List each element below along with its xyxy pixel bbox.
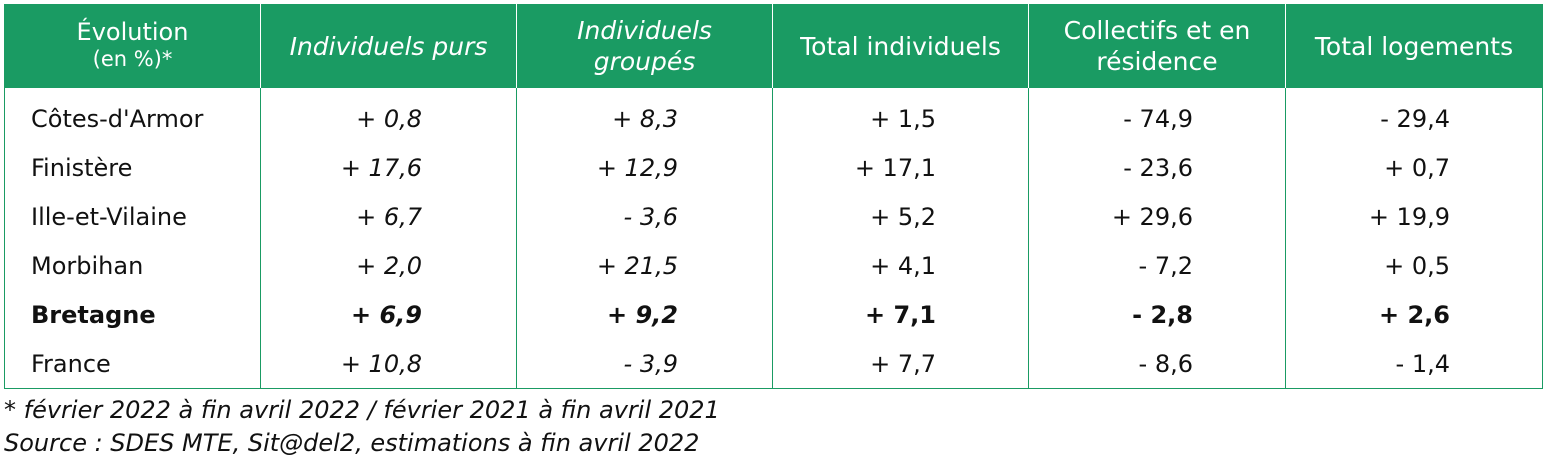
cell-individuels-groupes: + 8,3 [516, 88, 773, 143]
header-row: Évolution (en %)* Individuels purs Indiv… [4, 4, 1543, 88]
cell-collectifs: - 2,8 [1028, 290, 1286, 339]
housing-evolution-table: Évolution (en %)* Individuels purs Indiv… [4, 4, 1543, 389]
header-collectifs-line2: résidence [1096, 47, 1218, 76]
cell-individuels-groupes: - 3,9 [516, 339, 773, 389]
header-total-logements: Total logements [1285, 4, 1543, 88]
cell-total-logements: - 29,4 [1285, 88, 1543, 143]
header-individuels-purs: Individuels purs [260, 4, 517, 88]
header-individuels-groupes: Individuels groupés [516, 4, 773, 88]
cell-total-individuels: + 1,5 [772, 88, 1029, 143]
cell-total-individuels: + 17,1 [772, 143, 1029, 192]
cell-collectifs: - 7,2 [1028, 241, 1286, 290]
row-label: Côtes-d'Armor [4, 88, 261, 143]
cell-individuels-purs: + 0,8 [260, 88, 517, 143]
header-total-individuels: Total individuels [772, 4, 1029, 88]
header-evolution-title: Évolution [76, 18, 189, 46]
cell-individuels-purs: + 2,0 [260, 241, 517, 290]
cell-total-logements: + 0,5 [1285, 241, 1543, 290]
cell-individuels-groupes: - 3,6 [516, 192, 773, 241]
cell-collectifs: - 23,6 [1028, 143, 1286, 192]
header-collectifs-line1: Collectifs et en [1063, 16, 1251, 45]
source-note: Source : SDES MTE, Sit@del2, estimations… [4, 429, 700, 457]
cell-individuels-groupes: + 21,5 [516, 241, 773, 290]
table-row: Finistère + 17,6 + 12,9 + 17,1 - 23,6 + … [4, 143, 1543, 192]
cell-total-logements: - 1,4 [1285, 339, 1543, 389]
table-row-total-bretagne: Bretagne + 6,9 + 9,2 + 7,1 - 2,8 + 2,6 [4, 290, 1543, 339]
cell-individuels-groupes: + 9,2 [516, 290, 773, 339]
cell-total-logements: + 19,9 [1285, 192, 1543, 241]
header-evolution: Évolution (en %)* [4, 4, 261, 88]
table-row: Ille-et-Vilaine + 6,7 - 3,6 + 5,2 + 29,6… [4, 192, 1543, 241]
cell-total-individuels: + 7,7 [772, 339, 1029, 389]
cell-collectifs: + 29,6 [1028, 192, 1286, 241]
row-label: Morbihan [4, 241, 261, 290]
footnote-period: * février 2022 à fin avril 2022 / févrie… [4, 396, 720, 424]
header-collectifs: Collectifs et en résidence [1028, 4, 1286, 88]
header-individuels-groupes-line2: groupés [593, 47, 696, 76]
row-label: Finistère [4, 143, 261, 192]
cell-total-logements: + 0,7 [1285, 143, 1543, 192]
cell-total-individuels: + 7,1 [772, 290, 1029, 339]
cell-individuels-groupes: + 12,9 [516, 143, 773, 192]
cell-total-individuels: + 4,1 [772, 241, 1029, 290]
header-individuels-groupes-line1: Individuels [577, 16, 712, 45]
cell-individuels-purs: + 10,8 [260, 339, 517, 389]
row-label: France [4, 339, 261, 389]
table-notes: * février 2022 à fin avril 2022 / févrie… [4, 394, 720, 460]
cell-collectifs: - 8,6 [1028, 339, 1286, 389]
row-label: Bretagne [4, 290, 261, 339]
cell-individuels-purs: + 6,9 [260, 290, 517, 339]
cell-collectifs: - 74,9 [1028, 88, 1286, 143]
cell-total-individuels: + 5,2 [772, 192, 1029, 241]
cell-total-logements: + 2,6 [1285, 290, 1543, 339]
cell-individuels-purs: + 6,7 [260, 192, 517, 241]
header-evolution-unit: (en %)* [92, 47, 173, 71]
table-row: Morbihan + 2,0 + 21,5 + 4,1 - 7,2 + 0,5 [4, 241, 1543, 290]
table-row: France + 10,8 - 3,9 + 7,7 - 8,6 - 1,4 [4, 339, 1543, 389]
table-row: Côtes-d'Armor + 0,8 + 8,3 + 1,5 - 74,9 -… [4, 88, 1543, 143]
cell-individuels-purs: + 17,6 [260, 143, 517, 192]
row-label: Ille-et-Vilaine [4, 192, 261, 241]
